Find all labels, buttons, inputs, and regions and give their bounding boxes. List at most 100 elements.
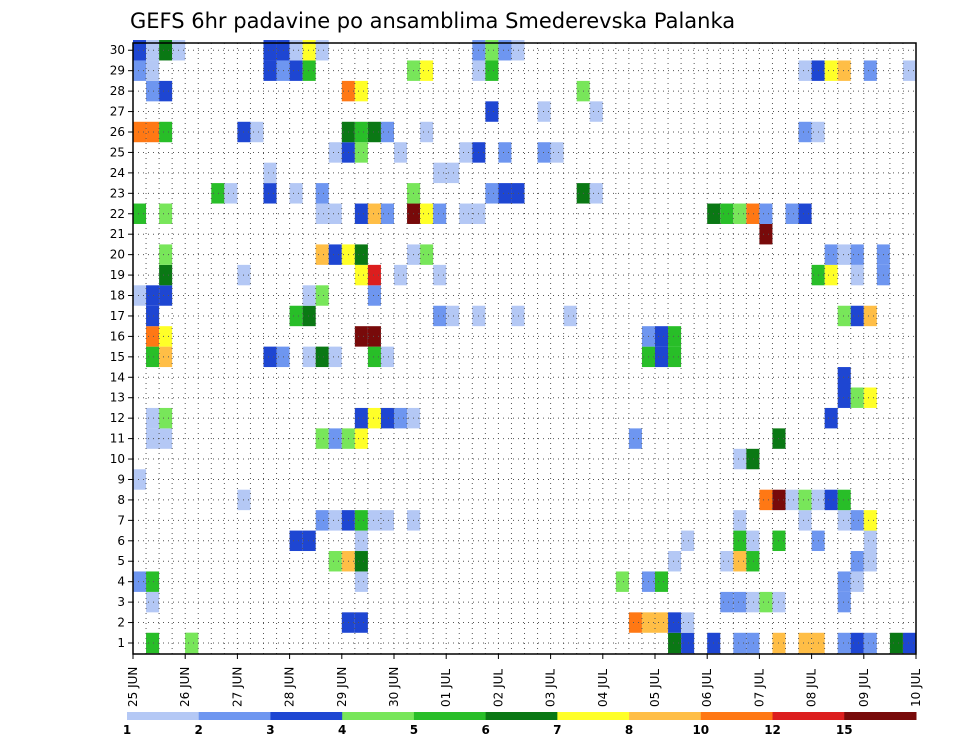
- heatmap-cell: [146, 305, 160, 327]
- heatmap-cell: [159, 428, 173, 449]
- y-tick-label: 3: [117, 595, 125, 609]
- legend-swatch: [198, 712, 271, 720]
- heatmap-cell: [746, 448, 760, 470]
- heatmap-cell: [863, 387, 877, 408]
- heatmap-cell: [681, 530, 695, 552]
- x-tick-label: 07 JUL: [752, 669, 766, 707]
- heatmap-cell: [420, 60, 434, 81]
- heatmap-cell: [459, 142, 473, 163]
- heatmap-cell: [146, 632, 160, 654]
- x-tick-label: 27 JUN: [230, 667, 244, 707]
- heatmap-cell: [733, 530, 747, 552]
- heatmap-cell: [746, 591, 760, 613]
- heatmap-cell: [485, 101, 499, 122]
- heatmap-cell: [863, 530, 877, 552]
- heatmap-cell: [589, 183, 603, 204]
- heatmap-cell: [433, 305, 447, 327]
- heatmap-cell: [681, 632, 695, 654]
- heatmap-cell: [589, 101, 603, 122]
- heatmap-cell: [133, 203, 147, 224]
- heatmap-cell: [367, 264, 381, 286]
- heatmap-cell: [354, 121, 368, 143]
- heatmap-cell: [146, 285, 160, 306]
- heatmap-cell: [367, 285, 381, 306]
- legend-swatch: [127, 712, 200, 720]
- legend-swatch: [270, 712, 343, 720]
- heatmap-cell: [485, 60, 499, 81]
- heatmap-cell: [302, 346, 316, 368]
- legend-label: 6: [481, 723, 489, 737]
- heatmap-cell: [315, 510, 329, 531]
- heatmap-cell: [159, 121, 173, 143]
- heatmap-cell: [681, 612, 695, 633]
- heatmap-cell: [315, 285, 329, 306]
- heatmap-cell: [655, 571, 669, 592]
- heatmap-cell: [759, 591, 773, 613]
- heatmap-cell: [289, 40, 303, 61]
- heatmap-cell: [446, 162, 460, 184]
- y-tick-label: 6: [117, 534, 125, 548]
- heatmap-cell: [289, 305, 303, 327]
- heatmap-cell: [263, 183, 277, 204]
- legend-swatch: [700, 712, 774, 720]
- x-tick-label: 03 JUL: [544, 669, 558, 707]
- heatmap-cell: [328, 428, 342, 449]
- heatmap-cell: [863, 551, 877, 572]
- heatmap-cell: [798, 489, 812, 511]
- heatmap-cell: [720, 203, 734, 224]
- y-tick-label: 16: [110, 329, 125, 343]
- x-tick-label: 25 JUN: [126, 667, 140, 707]
- heatmap-cell: [133, 571, 147, 592]
- heatmap-cell: [902, 632, 916, 654]
- y-tick-label: 21: [110, 227, 125, 241]
- y-tick-label: 20: [110, 248, 125, 262]
- legend-swatch: [342, 712, 415, 720]
- heatmap-cell: [380, 203, 394, 224]
- heatmap-cell: [824, 264, 838, 286]
- heatmap-cell: [328, 346, 342, 368]
- heatmap-cell: [498, 183, 512, 204]
- heatmap-cell: [889, 632, 903, 654]
- heatmap-cell: [498, 40, 512, 61]
- heatmap-cell: [563, 305, 577, 327]
- legend-swatch: [844, 712, 917, 720]
- heatmap-cell: [289, 60, 303, 81]
- heatmap-cell: [289, 183, 303, 204]
- heatmap-cell: [446, 305, 460, 327]
- heatmap-cell: [159, 326, 173, 347]
- y-tick-label: 2: [117, 616, 125, 630]
- legend-swatch: [413, 712, 487, 720]
- heatmap-cell: [263, 162, 277, 184]
- heatmap-cell: [302, 530, 316, 552]
- heatmap-cell: [146, 428, 160, 449]
- plot-frame: [132, 42, 917, 655]
- x-tick-label: 28 JUN: [283, 667, 297, 707]
- legend-label: 2: [195, 723, 203, 737]
- heatmap-cell: [850, 264, 864, 286]
- y-tick-label: 26: [110, 125, 125, 139]
- y-tick-label: 7: [117, 513, 125, 527]
- heatmap-cell: [354, 203, 368, 224]
- y-tick-label: 14: [110, 370, 125, 384]
- heatmap-cell: [628, 428, 642, 449]
- heatmap-cell: [733, 510, 747, 531]
- y-tick-label: 18: [110, 289, 125, 303]
- heatmap-cell: [733, 591, 747, 613]
- heatmap-cell: [328, 142, 342, 163]
- heatmap-cell: [159, 244, 173, 265]
- heatmap-cell: [354, 612, 368, 633]
- heatmap-cell: [668, 632, 682, 654]
- heatmap-cell: [459, 203, 473, 224]
- heatmap-cell: [367, 121, 381, 143]
- legend-label: 7: [553, 723, 561, 737]
- x-tick-label: 26 JUN: [178, 667, 192, 707]
- heatmap-cell: [498, 142, 512, 163]
- heatmap-cell: [146, 346, 160, 368]
- heatmap-cell: [850, 510, 864, 531]
- heatmap-cell: [485, 40, 499, 61]
- y-tick-label: 10: [110, 452, 125, 466]
- heatmap-cell: [185, 632, 199, 654]
- heatmap-cell: [354, 407, 368, 429]
- heatmap-cell: [159, 407, 173, 429]
- heatmap-cell: [759, 489, 773, 511]
